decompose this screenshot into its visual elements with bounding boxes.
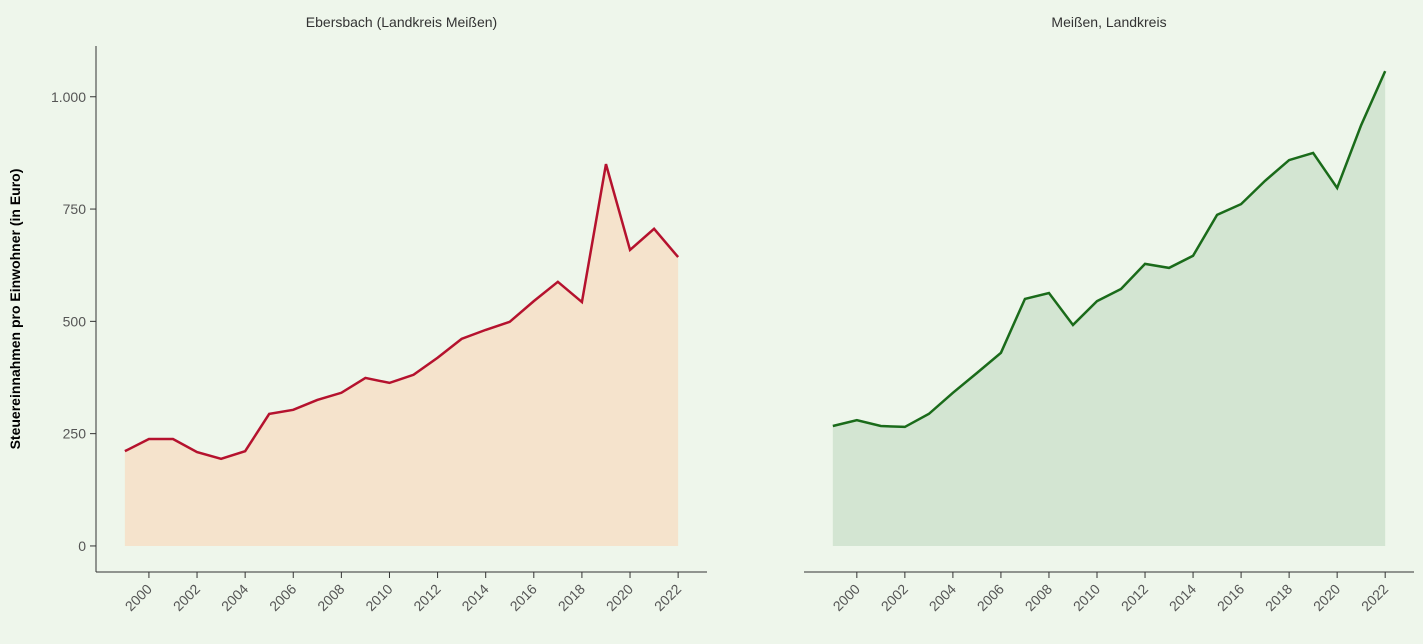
x-tick-label: 2010 xyxy=(362,581,395,614)
x-tick-label: 2004 xyxy=(926,581,959,614)
x-tick-label: 2018 xyxy=(1262,581,1295,614)
x-tick-label: 2016 xyxy=(507,581,540,614)
y-tick-label: 750 xyxy=(63,201,87,217)
y-tick-label: 500 xyxy=(63,313,87,329)
x-tick-label: 2014 xyxy=(1166,581,1199,614)
panel-title: Meißen, Landkreis xyxy=(1051,14,1166,30)
x-tick-label: 2022 xyxy=(1358,581,1391,614)
x-tick-label: 2006 xyxy=(974,581,1007,614)
y-tick-label: 1.000 xyxy=(51,89,86,105)
x-tick-label: 2008 xyxy=(314,581,347,614)
x-tick-label: 2004 xyxy=(218,581,251,614)
x-tick-label: 2000 xyxy=(122,581,155,614)
line xyxy=(124,163,680,461)
line xyxy=(832,70,1387,429)
y-axis-label: Steuereinnahmen pro Einwohner (in Euro) xyxy=(7,169,23,450)
x-tick-label: 2012 xyxy=(410,581,443,614)
x-tick-label: 2000 xyxy=(830,581,863,614)
x-tick-label: 2018 xyxy=(555,581,588,614)
area xyxy=(124,164,679,546)
x-tick-label: 2002 xyxy=(878,581,911,614)
x-tick-label: 2010 xyxy=(1070,581,1103,614)
x-tick-label: 2002 xyxy=(170,581,203,614)
x-tick-label: 2020 xyxy=(1310,581,1343,614)
x-tick-label: 2012 xyxy=(1118,581,1151,614)
x-tick-label: 2022 xyxy=(651,581,684,614)
x-tick-label: 2006 xyxy=(266,581,299,614)
x-tick-label: 2008 xyxy=(1022,581,1055,614)
x-tick-label: 2014 xyxy=(458,581,491,614)
x-tick-label: 2020 xyxy=(603,581,636,614)
area xyxy=(832,71,1386,546)
x-tick-label: 2016 xyxy=(1214,581,1247,614)
y-tick-label: 250 xyxy=(63,426,87,442)
y-tick-label: 0 xyxy=(78,538,86,554)
panel-title: Ebersbach (Landkreis Meißen) xyxy=(306,14,497,30)
